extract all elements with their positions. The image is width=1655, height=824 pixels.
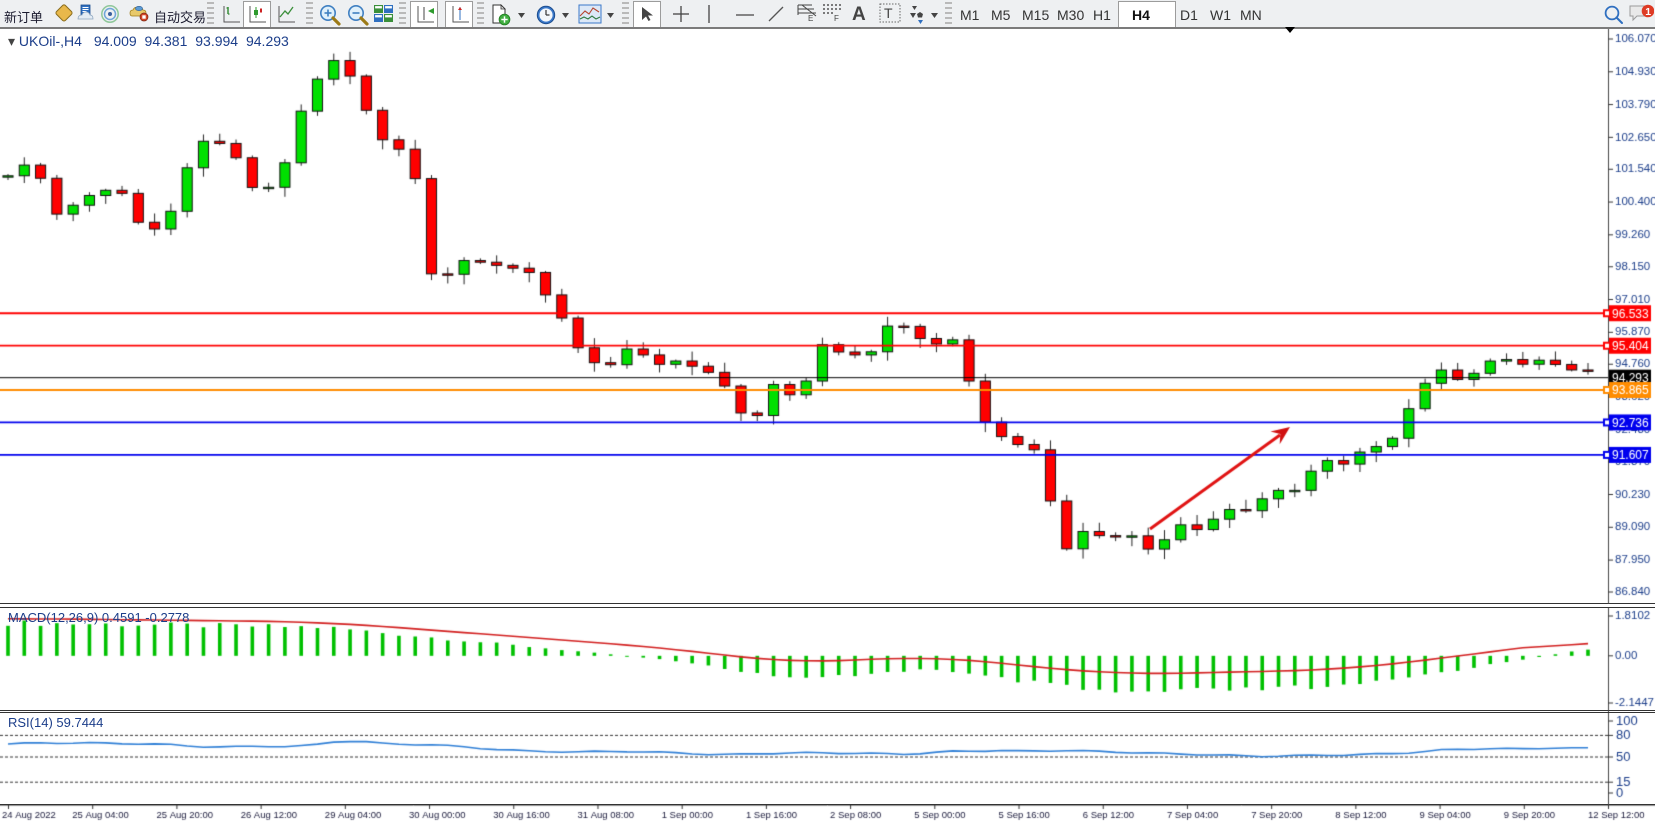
svg-text:E: E <box>808 14 813 22</box>
svg-text:1: 1 <box>1645 6 1651 18</box>
svg-text:F: F <box>834 14 839 22</box>
svg-text:T: T <box>884 5 893 21</box>
